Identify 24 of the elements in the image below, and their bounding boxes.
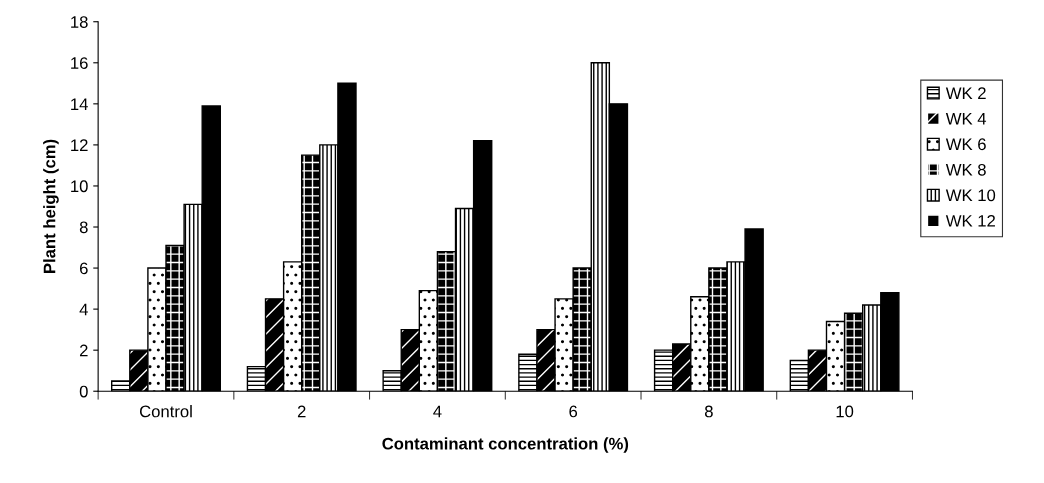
y-tick-label: 4 bbox=[79, 303, 88, 316]
x-tick-label: 4 bbox=[433, 405, 442, 418]
x-tick-label: 6 bbox=[569, 405, 578, 418]
legend-label: WK 8 bbox=[945, 163, 986, 176]
y-axis-title: Plant height (cm) bbox=[43, 139, 59, 273]
x-axis-title: Contaminant concentration (%) bbox=[382, 437, 629, 453]
x-tick-label: 10 bbox=[836, 405, 854, 418]
y-tick-label: 2 bbox=[79, 344, 88, 357]
legend-label: WK 4 bbox=[945, 112, 987, 125]
x-tick-label: Control bbox=[139, 405, 192, 418]
y-tick-label: 6 bbox=[79, 262, 88, 275]
y-tick-label: 8 bbox=[79, 221, 88, 234]
x-tick-label: 8 bbox=[704, 405, 713, 418]
legend-label: WK 2 bbox=[945, 87, 986, 99]
y-tick-label: 12 bbox=[71, 139, 88, 151]
y-tick-label: 16 bbox=[71, 57, 88, 69]
legend-label: WK 6 bbox=[945, 138, 986, 151]
x-tick-label: 2 bbox=[297, 405, 306, 418]
y-tick-label: 10 bbox=[71, 180, 88, 193]
y-tick-label: 14 bbox=[71, 98, 88, 110]
y-tick-label: 18 bbox=[71, 16, 88, 28]
legend-label: WK 10 bbox=[945, 189, 996, 202]
y-tick-label: 0 bbox=[79, 385, 88, 398]
legend-label: WK 12 bbox=[945, 214, 995, 227]
